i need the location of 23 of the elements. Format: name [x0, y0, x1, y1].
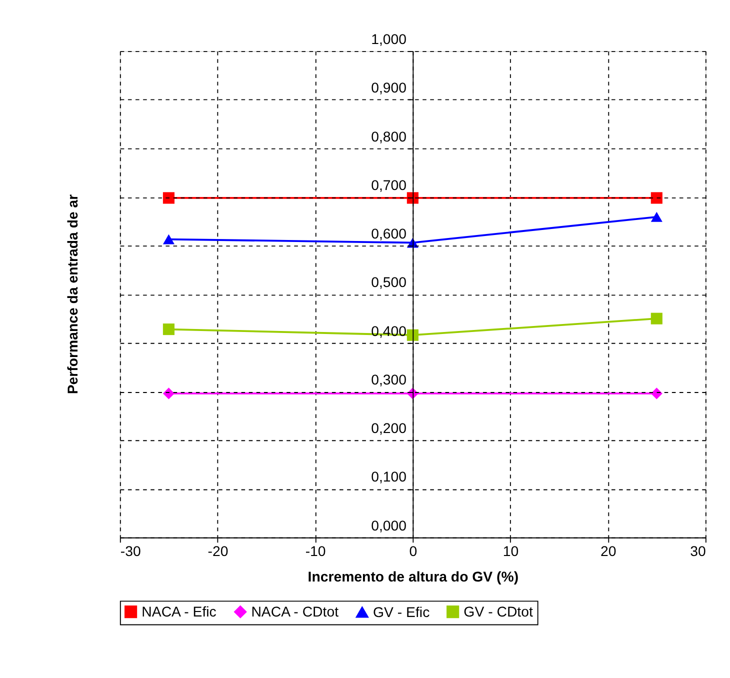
y-tick-label: 0,100: [371, 470, 407, 486]
y-tick-label: 1,000: [371, 32, 407, 48]
y-tick-label: 0,200: [371, 421, 407, 438]
x-tick-label: 0: [409, 544, 418, 560]
y-axis-title: Performance da entrada de ar: [65, 194, 82, 394]
y-tick-label: 0,500: [371, 275, 407, 292]
x-tick-label: -20: [208, 544, 228, 560]
x-tick-label: -10: [305, 544, 326, 560]
legend-label: GV - Efic: [373, 604, 430, 621]
legend-label: GV - CDtot: [464, 604, 533, 621]
x-axis-title: Incremento de altura do GV (%): [308, 569, 519, 586]
legend-label: NACA - Efic: [142, 604, 216, 621]
y-tick-label: 0,700: [371, 178, 407, 194]
y-tick-label: 0,900: [371, 80, 407, 97]
x-tick-label: 30: [690, 544, 706, 560]
x-tick-label: -30: [120, 544, 141, 560]
x-tick-label: 10: [502, 544, 519, 560]
y-tick-label: 0,600: [371, 226, 407, 243]
y-tick-label: 0,800: [371, 129, 407, 146]
y-tick-label: 0,300: [371, 372, 407, 388]
x-tick-label: 20: [600, 544, 616, 560]
y-tick-label: 0,000: [371, 518, 407, 534]
legend-label: NACA - CDtot: [251, 604, 339, 621]
